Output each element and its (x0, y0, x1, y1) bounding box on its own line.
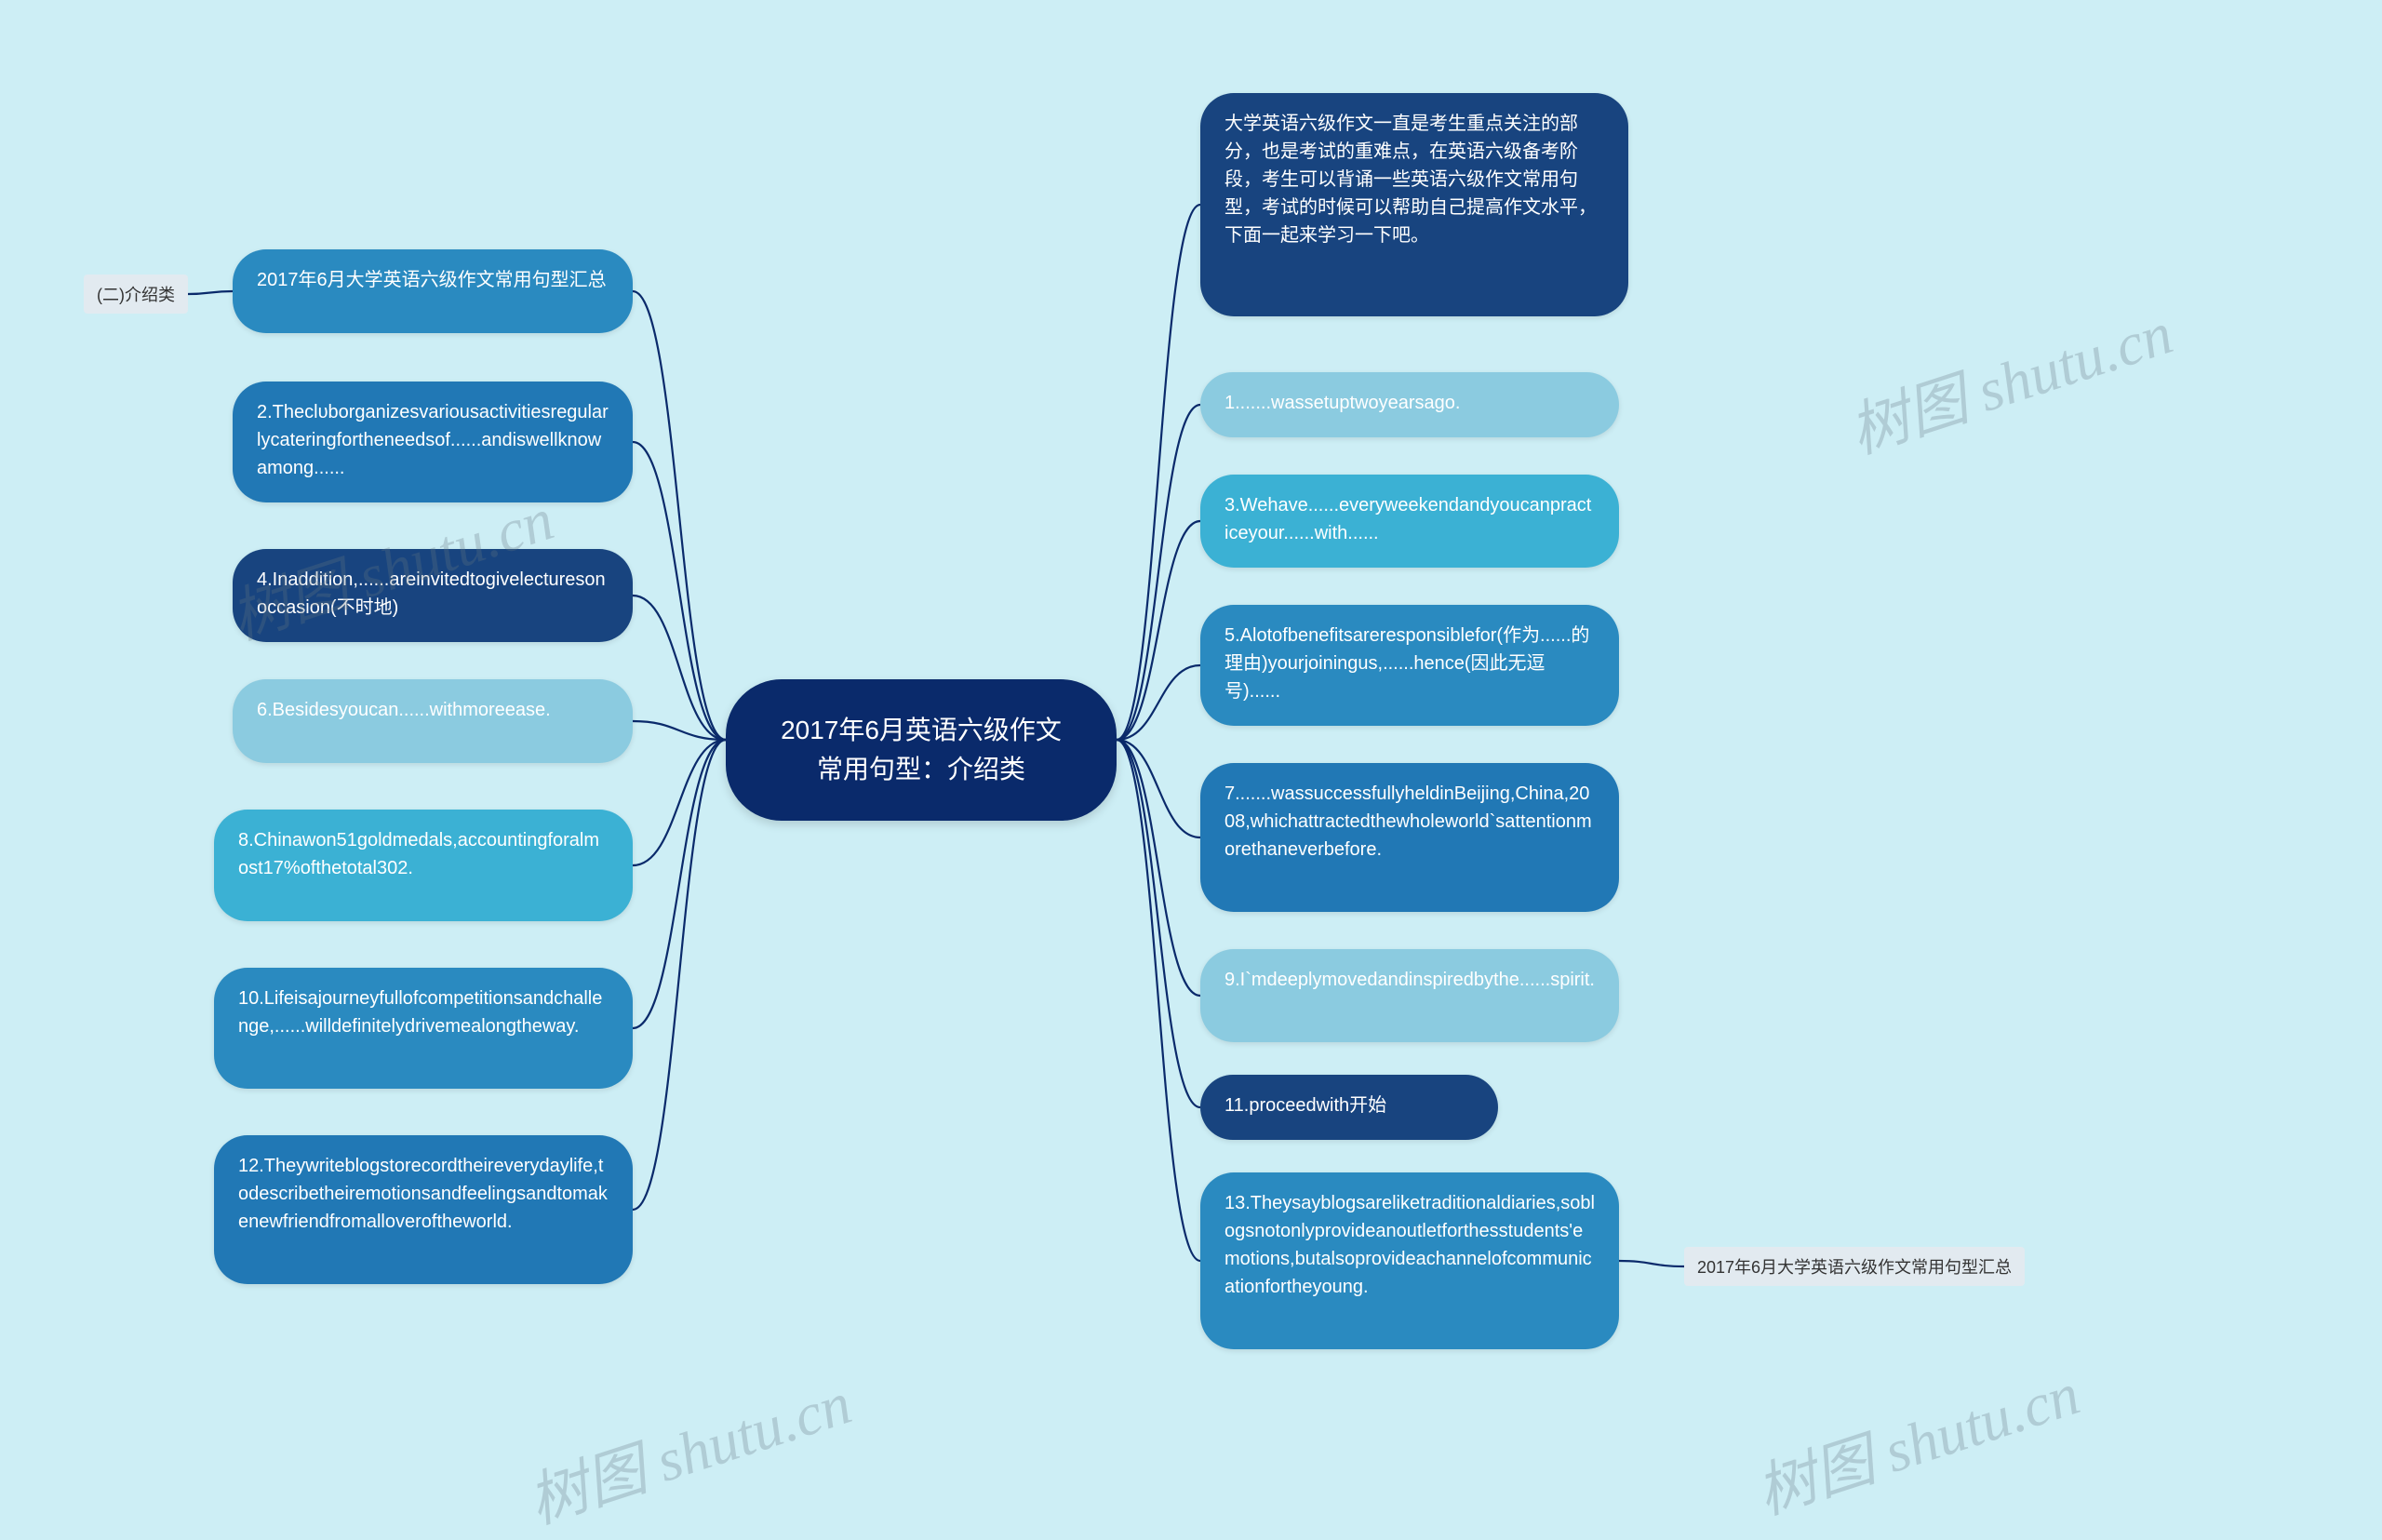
node-text: 大学英语六级作文一直是考生重点关注的部分，也是考试的重难点，在英语六级备考阶段，… (1224, 114, 1597, 246)
mindmap-node: 1.......wassetuptwoyearsago. (1200, 372, 1619, 437)
node-text: 9.I`mdeeplymovedandinspiredbythe......sp… (1224, 970, 1595, 990)
node-text: 10.Lifeisajourneyfullofcompetitionsandch… (238, 988, 602, 1037)
mindmap-node: 13.Theysayblogsareliketraditionaldiaries… (1200, 1172, 1619, 1349)
node-text: 5.Alotofbenefitsareresponsiblefor(作为....… (1224, 625, 1589, 702)
mindmap-node: 6.Besidesyoucan......withmoreease. (233, 679, 633, 763)
watermark: 树图 shutu.cn (516, 1356, 861, 1540)
center-node: 2017年6月英语六级作文 常用句型：介绍类 (726, 679, 1117, 821)
mindmap-node: 5.Alotofbenefitsareresponsiblefor(作为....… (1200, 605, 1619, 726)
node-text: 4.Inaddition,......areinvitedtogivelectu… (257, 569, 606, 618)
mindmap-node: 9.I`mdeeplymovedandinspiredbythe......sp… (1200, 949, 1619, 1042)
mindmap-node: 12.Theywriteblogstorecordtheireverydayli… (214, 1135, 633, 1284)
mindmap-node: 2017年6月大学英语六级作文常用句型汇总 (233, 249, 633, 333)
mindmap-node: 2.Theclυborganizesvariousactivitiesregul… (233, 382, 633, 502)
mindmap-node: 10.Lifeisajourneyfullofcompetitionsandch… (214, 968, 633, 1089)
node-text: 6.Besidesyoucan......withmoreease. (257, 700, 551, 720)
node-text: 1.......wassetuptwoyearsago. (1224, 393, 1460, 413)
node-text: 2.Theclυborganizesvariousactivitiesregul… (257, 402, 609, 478)
side-label: 2017年6月大学英语六级作文常用句型汇总 (1684, 1247, 2025, 1286)
watermark: 树图 shutu.cn (1838, 286, 2182, 470)
node-text: 8.Chinawon51goldmedals,accountingforalmo… (238, 830, 599, 878)
center-text: 2017年6月英语六级作文 常用句型：介绍类 (781, 716, 1062, 783)
node-text: 12.Theywriteblogstorecordtheireverydayli… (238, 1156, 608, 1232)
node-text: 13.Theysayblogsareliketraditionaldiaries… (1224, 1193, 1595, 1297)
node-text: 11.proceedwith开始 (1224, 1095, 1386, 1116)
watermark: 树图 shutu.cn (1745, 1346, 2089, 1531)
node-text: 7.......wassuccessfullyheldinBeijing,Chi… (1224, 783, 1592, 860)
side-label: (二)介绍类 (84, 275, 188, 314)
mindmap-node: 7.......wassuccessfullyheldinBeijing,Chi… (1200, 763, 1619, 912)
mindmap-node: 4.Inaddition,......areinvitedtogivelectu… (233, 549, 633, 642)
mindmap-node: 8.Chinawon51goldmedals,accountingforalmo… (214, 810, 633, 921)
mindmap-node: 3.Wehave......everyweekendandyoucanpract… (1200, 475, 1619, 568)
mindmap-node: 11.proceedwith开始 (1200, 1075, 1498, 1140)
node-text: 2017年6月大学英语六级作文常用句型汇总 (257, 270, 607, 290)
node-text: 3.Wehave......everyweekendandyoucanpract… (1224, 495, 1591, 543)
mindmap-node: 大学英语六级作文一直是考生重点关注的部分，也是考试的重难点，在英语六级备考阶段，… (1200, 93, 1628, 316)
